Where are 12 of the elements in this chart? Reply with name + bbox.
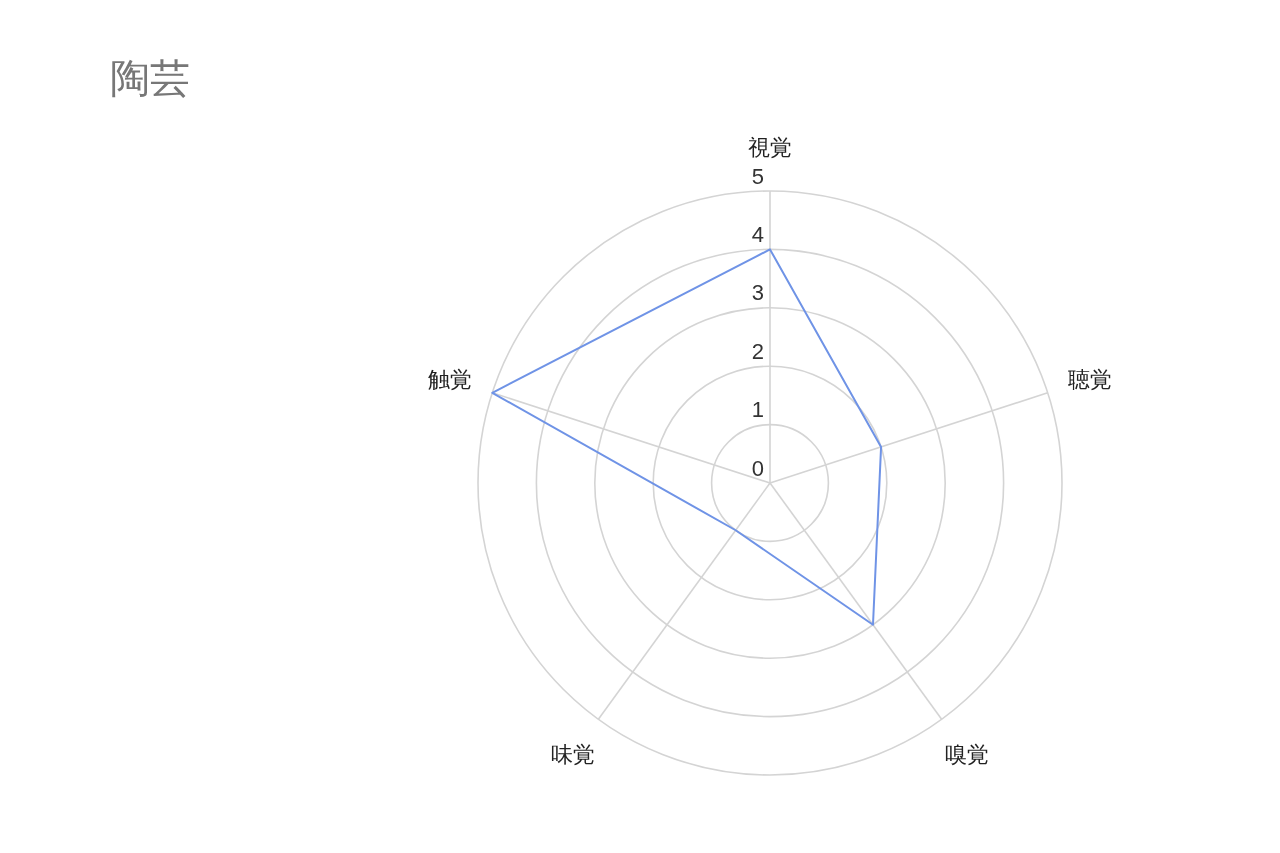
tick: 5 [751,163,764,189]
tick: 3 [751,280,764,306]
tick: 4 [751,221,764,247]
category: 嗅覚 [945,742,990,768]
category: 聴覚 [1067,366,1112,392]
tick: 2 [751,338,764,364]
category: 視覚 [748,134,792,160]
title: 陶芸 [110,56,190,100]
tick: 1 [751,397,764,423]
category: 触覚 [428,366,473,392]
category: 味覚 [550,742,595,768]
tick: 0 [751,455,764,481]
